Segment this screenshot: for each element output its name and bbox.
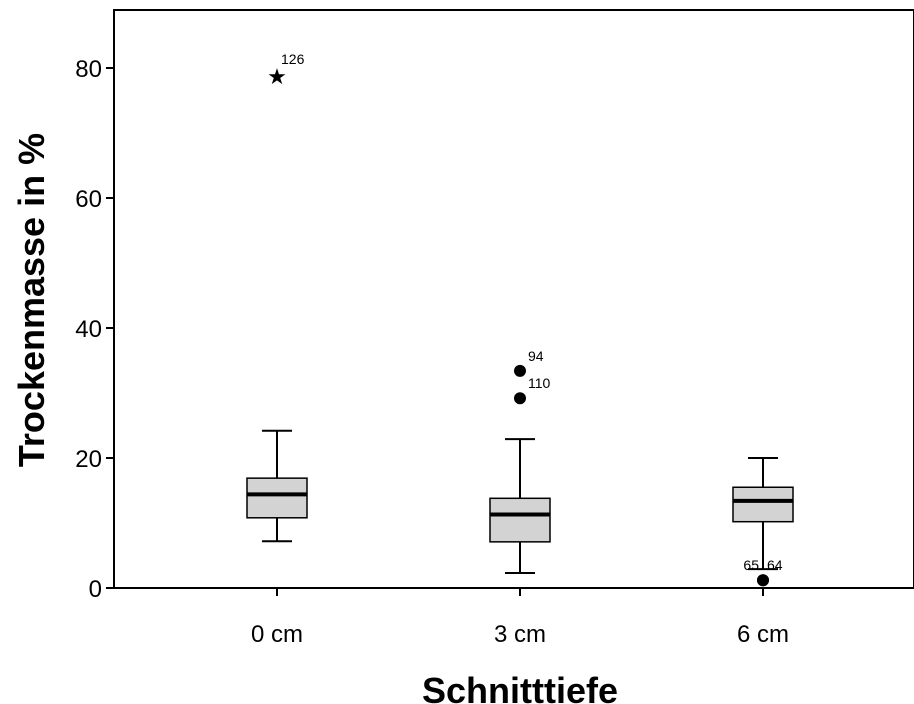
boxes: ★126 94 110 65 64 — [246, 51, 794, 587]
y-axis: 0 20 40 60 80 — [75, 56, 114, 603]
outlier-marker — [757, 574, 769, 587]
x-axis-title: Schnitttiefe — [422, 670, 618, 704]
outlier-label: 126 — [281, 51, 305, 67]
y-tick-label: 0 — [89, 576, 102, 603]
box-group: 94 110 — [489, 348, 551, 575]
y-tick-label: 80 — [75, 56, 102, 83]
box-group: ★126 — [246, 51, 308, 543]
y-tick-label: 20 — [75, 446, 102, 473]
outlier-label: 94 — [528, 348, 544, 364]
outlier-label: 65 — [743, 557, 759, 573]
x-tick-label: 0 cm — [251, 621, 303, 648]
extreme-outlier-marker: ★ — [267, 65, 287, 90]
x-tick-label: 3 cm — [494, 621, 546, 648]
iqr-box — [732, 486, 794, 523]
iqr-box — [489, 497, 551, 543]
plot-frame — [113, 9, 914, 589]
outlier-label: 64 — [767, 557, 783, 573]
outlier-label: 110 — [528, 375, 551, 391]
x-tick-label: 6 cm — [737, 621, 789, 648]
outlier-marker — [514, 364, 526, 377]
x-axis: 0 cm 3 cm 6 cm — [251, 588, 789, 648]
iqr-box — [246, 477, 308, 519]
y-axis-title: Trockenmasse in % — [11, 133, 52, 467]
box-group: 65 64 — [732, 457, 794, 587]
y-tick-label: 60 — [75, 186, 102, 213]
y-tick-label: 40 — [75, 316, 102, 343]
outlier-marker — [514, 392, 526, 405]
